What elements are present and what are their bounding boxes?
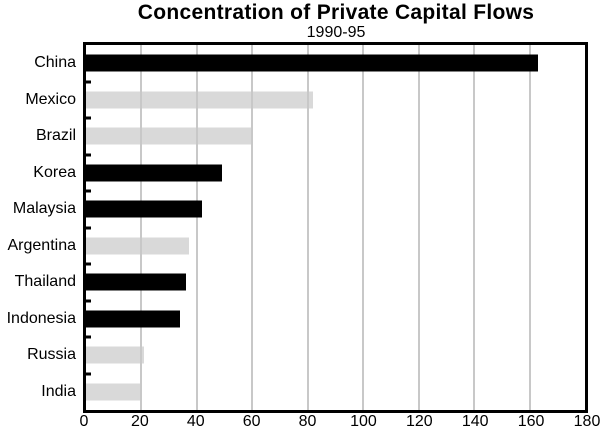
- category-label-india: India: [41, 382, 76, 400]
- bar-thailand: [86, 273, 186, 291]
- plot-area: [83, 42, 588, 413]
- x-axis-tick-labels: 0 20 40 60 80 100 120 140 160 180: [80, 413, 600, 433]
- y-axis-category-labels: China Mexico Brazil Korea Malaysia Argentina T…: [0, 45, 76, 410]
- chart-subtitle: 1990-95: [306, 24, 366, 41]
- category-boundary-tick: [86, 262, 91, 266]
- category-label-korea: Korea: [33, 163, 76, 181]
- x-tick-label-80: 80: [298, 413, 317, 430]
- category-label-brazil: Brazil: [35, 127, 76, 145]
- category-boundary-tick: [86, 299, 91, 302]
- x-tick-label-40: 40: [186, 413, 205, 430]
- chart-title: Concentration of Private Capital Flows: [137, 1, 535, 24]
- category-label-mexico: Mexico: [25, 90, 76, 108]
- bar-malaysia: [86, 200, 203, 218]
- x-tick-label-120: 120: [405, 413, 433, 430]
- x-tick-label-60: 60: [242, 413, 261, 430]
- category-boundary-tick: [86, 189, 91, 193]
- gridline-x-120: [417, 45, 420, 410]
- gridline-x-20: [140, 45, 143, 410]
- x-tick-label-180: 180: [573, 413, 600, 430]
- x-tick-label-140: 140: [461, 413, 489, 430]
- bar-korea: [86, 164, 222, 182]
- gridline-x-160: [528, 45, 531, 410]
- bar-china: [86, 54, 538, 72]
- bar-brazil: [86, 127, 253, 145]
- category-label-argentina: Argentina: [7, 236, 77, 254]
- gridline-x-40: [195, 45, 198, 410]
- category-boundary-tick: [86, 116, 91, 120]
- x-tick-label-100: 100: [350, 413, 377, 430]
- category-boundary-tick: [86, 335, 91, 339]
- category-boundary-tick: [86, 226, 91, 229]
- gridline-x-60: [251, 45, 254, 410]
- category-label-thailand: Thailand: [14, 273, 76, 291]
- gridline-x-100: [362, 45, 365, 410]
- category-boundary-tick: [86, 153, 91, 156]
- category-boundary-tick: [86, 80, 91, 83]
- bar-india: [86, 383, 142, 401]
- category-label-china: China: [34, 54, 76, 72]
- bar-indonesia: [86, 310, 181, 328]
- bar-mexico: [86, 91, 314, 109]
- x-tick-label-160: 160: [517, 413, 545, 430]
- gridline-x-140: [473, 45, 476, 410]
- bar-argentina: [86, 237, 189, 255]
- category-label-russia: Russia: [27, 346, 76, 364]
- gridline-x-80: [306, 45, 309, 410]
- x-tick-label-0: 0: [79, 413, 89, 430]
- bar-russia: [86, 346, 145, 364]
- x-tick-label-20: 20: [130, 413, 149, 430]
- category-label-indonesia: Indonesia: [6, 309, 76, 327]
- category-label-malaysia: Malaysia: [12, 200, 76, 218]
- category-boundary-tick: [86, 372, 91, 375]
